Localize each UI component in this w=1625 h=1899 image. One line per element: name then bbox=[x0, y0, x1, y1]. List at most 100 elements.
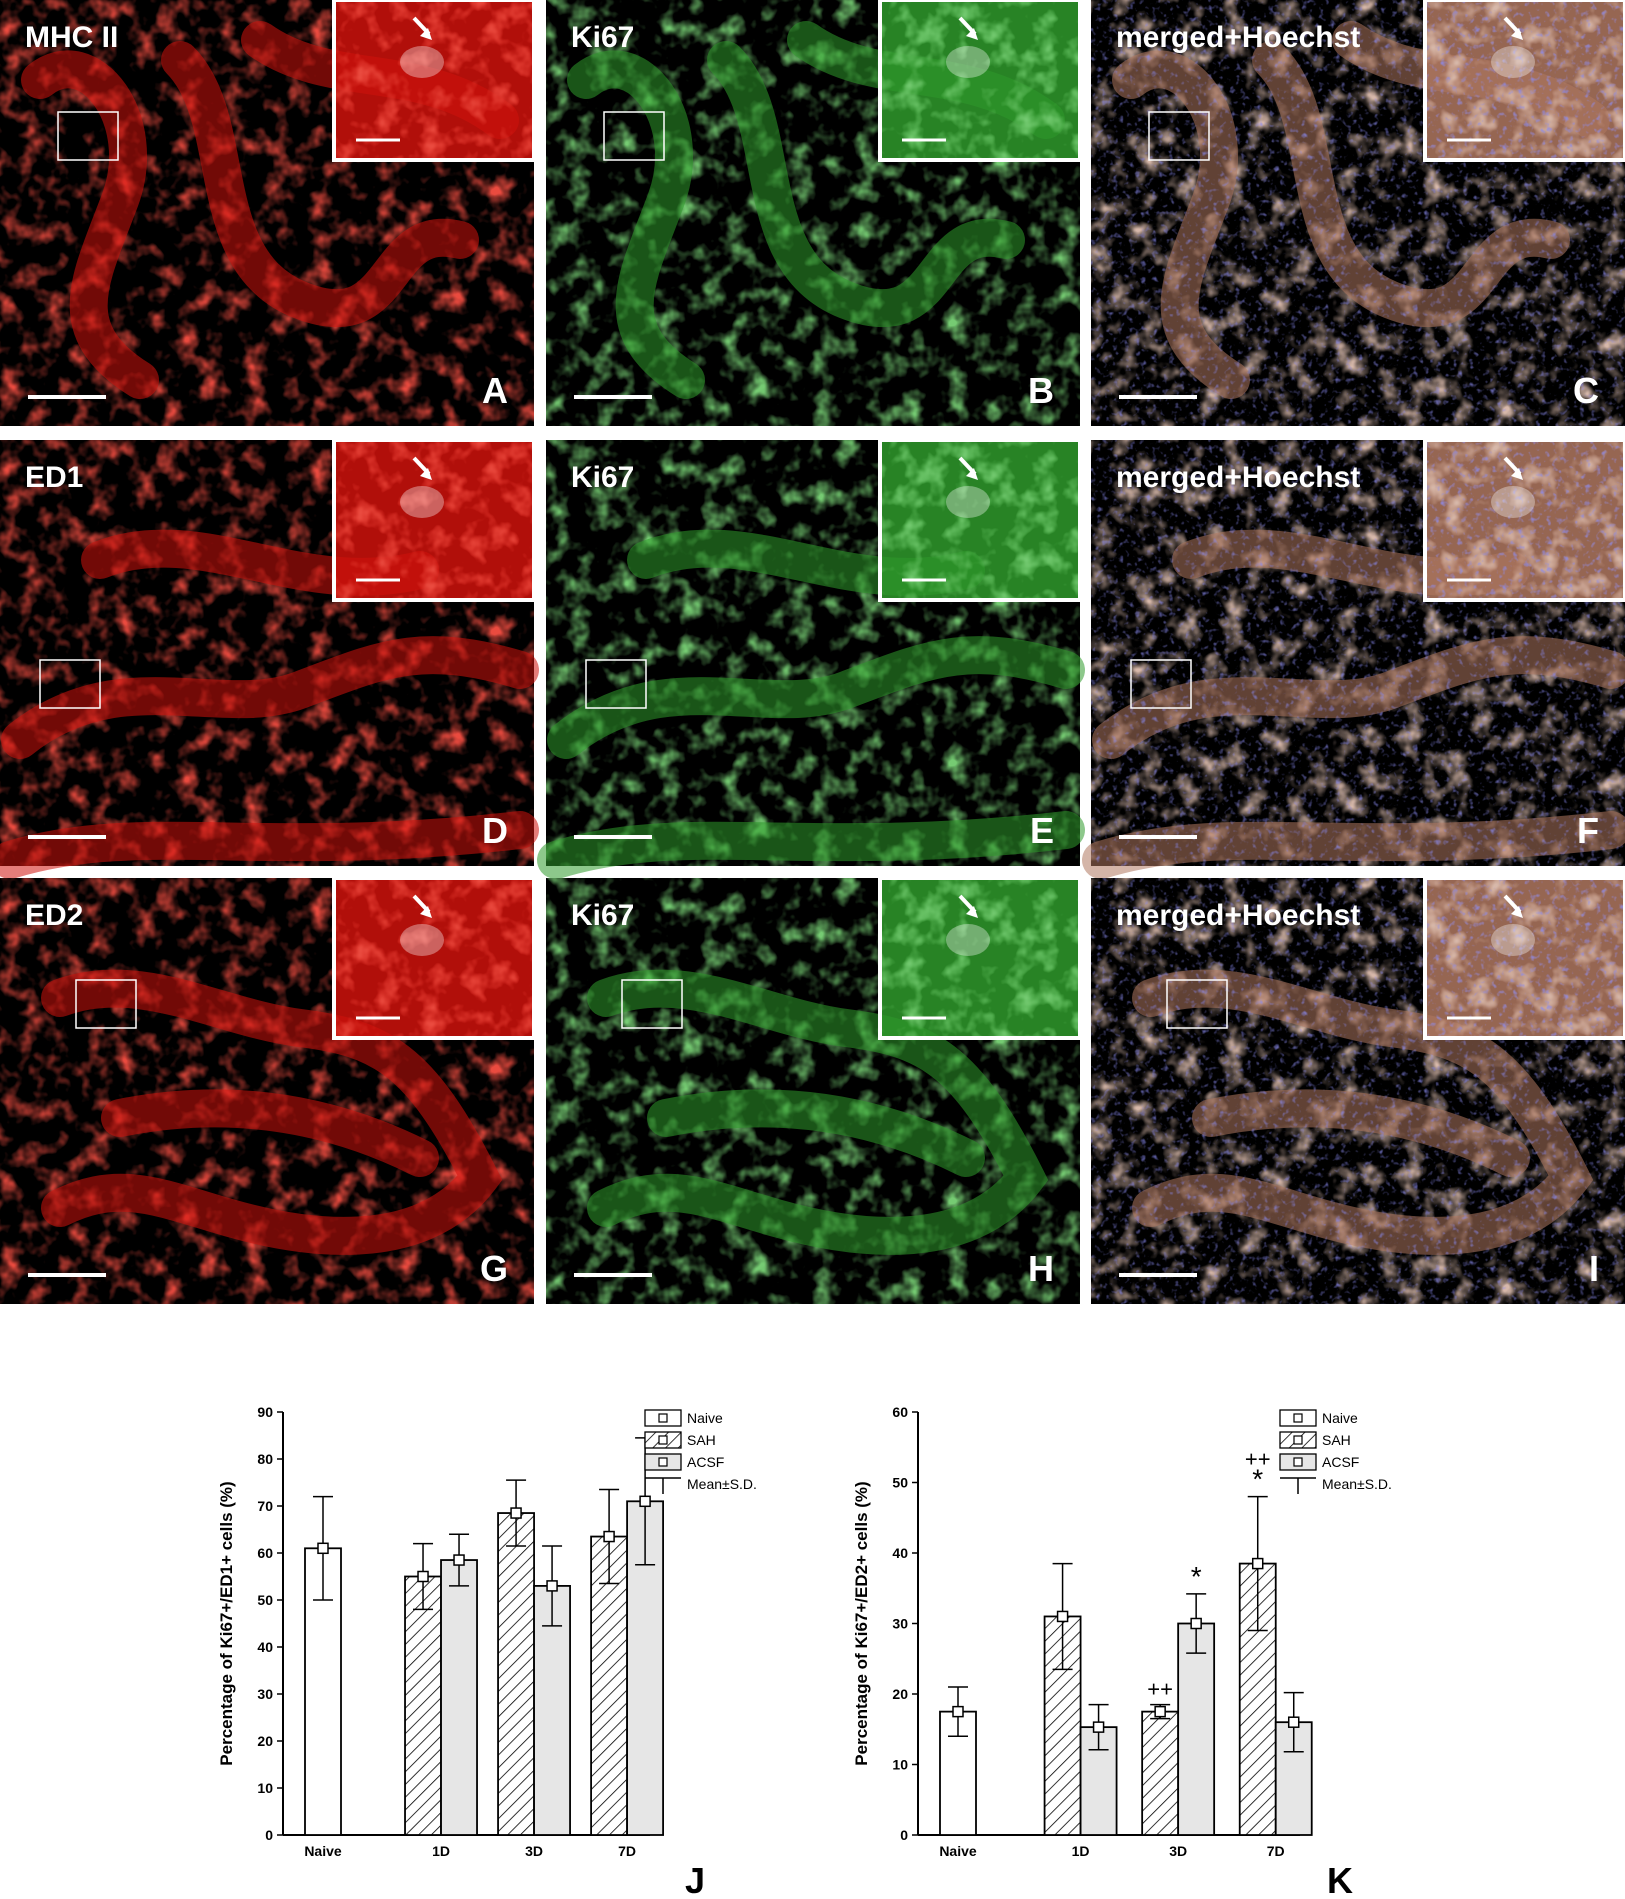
legend-swatch bbox=[1279, 1453, 1317, 1471]
arrow-icon bbox=[412, 456, 432, 480]
panel-letter: F bbox=[1577, 810, 1599, 851]
highlighted-cell bbox=[400, 924, 444, 956]
stain-label: merged+Hoechst bbox=[1116, 461, 1360, 494]
panel-letter: K bbox=[1327, 1860, 1353, 1899]
tissue-strand bbox=[41, 969, 503, 1255]
highlighted-cell bbox=[400, 46, 444, 78]
micrograph-panel-h: Ki67 H bbox=[546, 876, 1082, 1304]
micrograph-panel-d: ED1 D bbox=[0, 438, 539, 879]
mean-marker bbox=[1287, 1716, 1300, 1728]
mean-marker bbox=[952, 1705, 964, 1718]
significance-marker: ++ bbox=[1245, 1447, 1271, 1472]
significance-marker: * bbox=[1191, 1561, 1202, 1592]
arrow-icon bbox=[1503, 894, 1523, 918]
y-axis-label: Percentage of Ki67+/ED2+ cells (%) bbox=[852, 1481, 871, 1765]
legend-label: Mean±S.D. bbox=[687, 1476, 757, 1492]
inset-region-box bbox=[57, 111, 119, 161]
bar bbox=[1274, 1721, 1313, 1836]
arrow-icon bbox=[1503, 16, 1523, 40]
mean-marker bbox=[417, 1570, 429, 1583]
x-tick-label: 1D bbox=[432, 1843, 450, 1859]
inset-magnified bbox=[878, 438, 1082, 602]
mean-marker bbox=[603, 1530, 615, 1543]
arrow-icon bbox=[1503, 456, 1523, 480]
y-tick-label: 30 bbox=[257, 1686, 273, 1702]
micrograph-panel-i: merged+Hoechst I bbox=[1091, 876, 1625, 1304]
micrograph-panel-g: ED2 G bbox=[0, 876, 536, 1304]
mean-marker bbox=[1190, 1617, 1202, 1630]
inset-magnified bbox=[332, 876, 536, 1040]
inset-region-box bbox=[75, 979, 137, 1029]
y-tick-label: 10 bbox=[892, 1757, 908, 1773]
legend-swatch bbox=[644, 1409, 682, 1427]
chart-k: 0 10 20 30 40 50 60 Percentage of Ki67+/ED2+ ce… bbox=[852, 1404, 1392, 1899]
inset-region-box bbox=[1166, 979, 1228, 1029]
panel-letter: I bbox=[1589, 1248, 1599, 1289]
chart-j: 0 10 20 30 40 50 60 70 80 90 Percentage of Ki67+/E… bbox=[217, 1404, 757, 1899]
x-tick-label: 7D bbox=[1267, 1843, 1285, 1859]
x-tick-label: 3D bbox=[1169, 1843, 1187, 1859]
mean-marker bbox=[1251, 1557, 1264, 1570]
bar bbox=[1043, 1615, 1082, 1836]
stain-label: merged+Hoechst bbox=[1116, 899, 1360, 932]
mean-marker bbox=[1154, 1705, 1166, 1718]
x-tick-label: 7D bbox=[618, 1843, 636, 1859]
bar bbox=[440, 1559, 478, 1836]
panel-letter: A bbox=[482, 370, 508, 411]
bar bbox=[626, 1500, 664, 1836]
legend-swatch bbox=[644, 1431, 682, 1449]
inset-region-box bbox=[603, 111, 665, 161]
legend-swatch bbox=[1279, 1409, 1317, 1427]
legend-label: ACSF bbox=[687, 1454, 724, 1470]
bar bbox=[1079, 1726, 1118, 1836]
y-tick-label: 30 bbox=[892, 1616, 908, 1632]
inset-region-box bbox=[585, 659, 647, 709]
y-tick-label: 20 bbox=[257, 1733, 273, 1749]
mean-marker bbox=[317, 1542, 329, 1555]
y-tick-label: 40 bbox=[892, 1545, 908, 1561]
mean-marker bbox=[1092, 1721, 1105, 1733]
bar bbox=[590, 1535, 628, 1836]
micrograph-panel-e: Ki67 E bbox=[537, 438, 1085, 879]
stain-label: ED2 bbox=[25, 899, 83, 932]
tissue-strand bbox=[587, 969, 1049, 1255]
y-tick-label: 0 bbox=[265, 1827, 273, 1843]
y-tick-label: 20 bbox=[892, 1686, 908, 1702]
highlighted-cell bbox=[946, 924, 990, 956]
bar bbox=[1238, 1562, 1277, 1836]
legend-label: Mean±S.D. bbox=[1322, 1476, 1392, 1492]
mean-marker bbox=[1056, 1610, 1069, 1623]
inset-region-box bbox=[39, 659, 101, 709]
panel-letter: H bbox=[1028, 1248, 1054, 1289]
legend-label: ACSF bbox=[1322, 1454, 1359, 1470]
micrograph-panel-f: merged+Hoechst F bbox=[1082, 438, 1625, 879]
legend-swatch bbox=[1279, 1431, 1317, 1449]
legend-label: SAH bbox=[1322, 1432, 1351, 1448]
panel-letter: J bbox=[685, 1860, 705, 1899]
highlighted-cell bbox=[1491, 46, 1535, 78]
bar bbox=[939, 1710, 977, 1836]
bar bbox=[1177, 1622, 1216, 1836]
y-tick-label: 50 bbox=[257, 1592, 273, 1608]
stain-label: Ki67 bbox=[571, 899, 634, 932]
inset-magnified bbox=[878, 876, 1082, 1040]
highlighted-cell bbox=[946, 46, 990, 78]
highlighted-cell bbox=[400, 486, 444, 518]
inset-magnified bbox=[1423, 876, 1625, 1040]
arrow-icon bbox=[412, 16, 432, 40]
panel-letter: B bbox=[1028, 370, 1054, 411]
panel-letter: C bbox=[1573, 370, 1599, 411]
y-tick-label: 90 bbox=[257, 1404, 273, 1420]
y-tick-label: 0 bbox=[900, 1827, 908, 1843]
y-tick-label: 60 bbox=[257, 1545, 273, 1561]
inset-magnified bbox=[1423, 0, 1625, 162]
y-tick-label: 10 bbox=[257, 1780, 273, 1796]
y-tick-label: 50 bbox=[892, 1475, 908, 1491]
stain-label: ED1 bbox=[25, 461, 83, 494]
inset-magnified bbox=[878, 0, 1082, 162]
stain-label: Ki67 bbox=[571, 461, 634, 494]
legend: Naive SAH ACSF Mean±S.D. bbox=[644, 1409, 757, 1494]
significance-marker: * bbox=[1252, 1464, 1263, 1495]
x-tick-label: Naive bbox=[939, 1843, 977, 1859]
legend-label: SAH bbox=[687, 1432, 716, 1448]
